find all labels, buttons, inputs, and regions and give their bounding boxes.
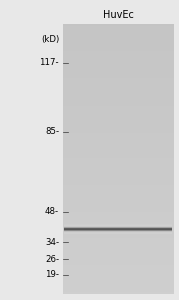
Text: 117-: 117- — [39, 58, 59, 68]
Text: 26-: 26- — [45, 255, 59, 264]
Text: (kD): (kD) — [41, 35, 59, 44]
Text: 19-: 19- — [45, 270, 59, 279]
Text: 48-: 48- — [45, 207, 59, 216]
Text: HuvEc: HuvEc — [103, 10, 134, 20]
Text: 85-: 85- — [45, 128, 59, 136]
Text: 34-: 34- — [45, 238, 59, 247]
